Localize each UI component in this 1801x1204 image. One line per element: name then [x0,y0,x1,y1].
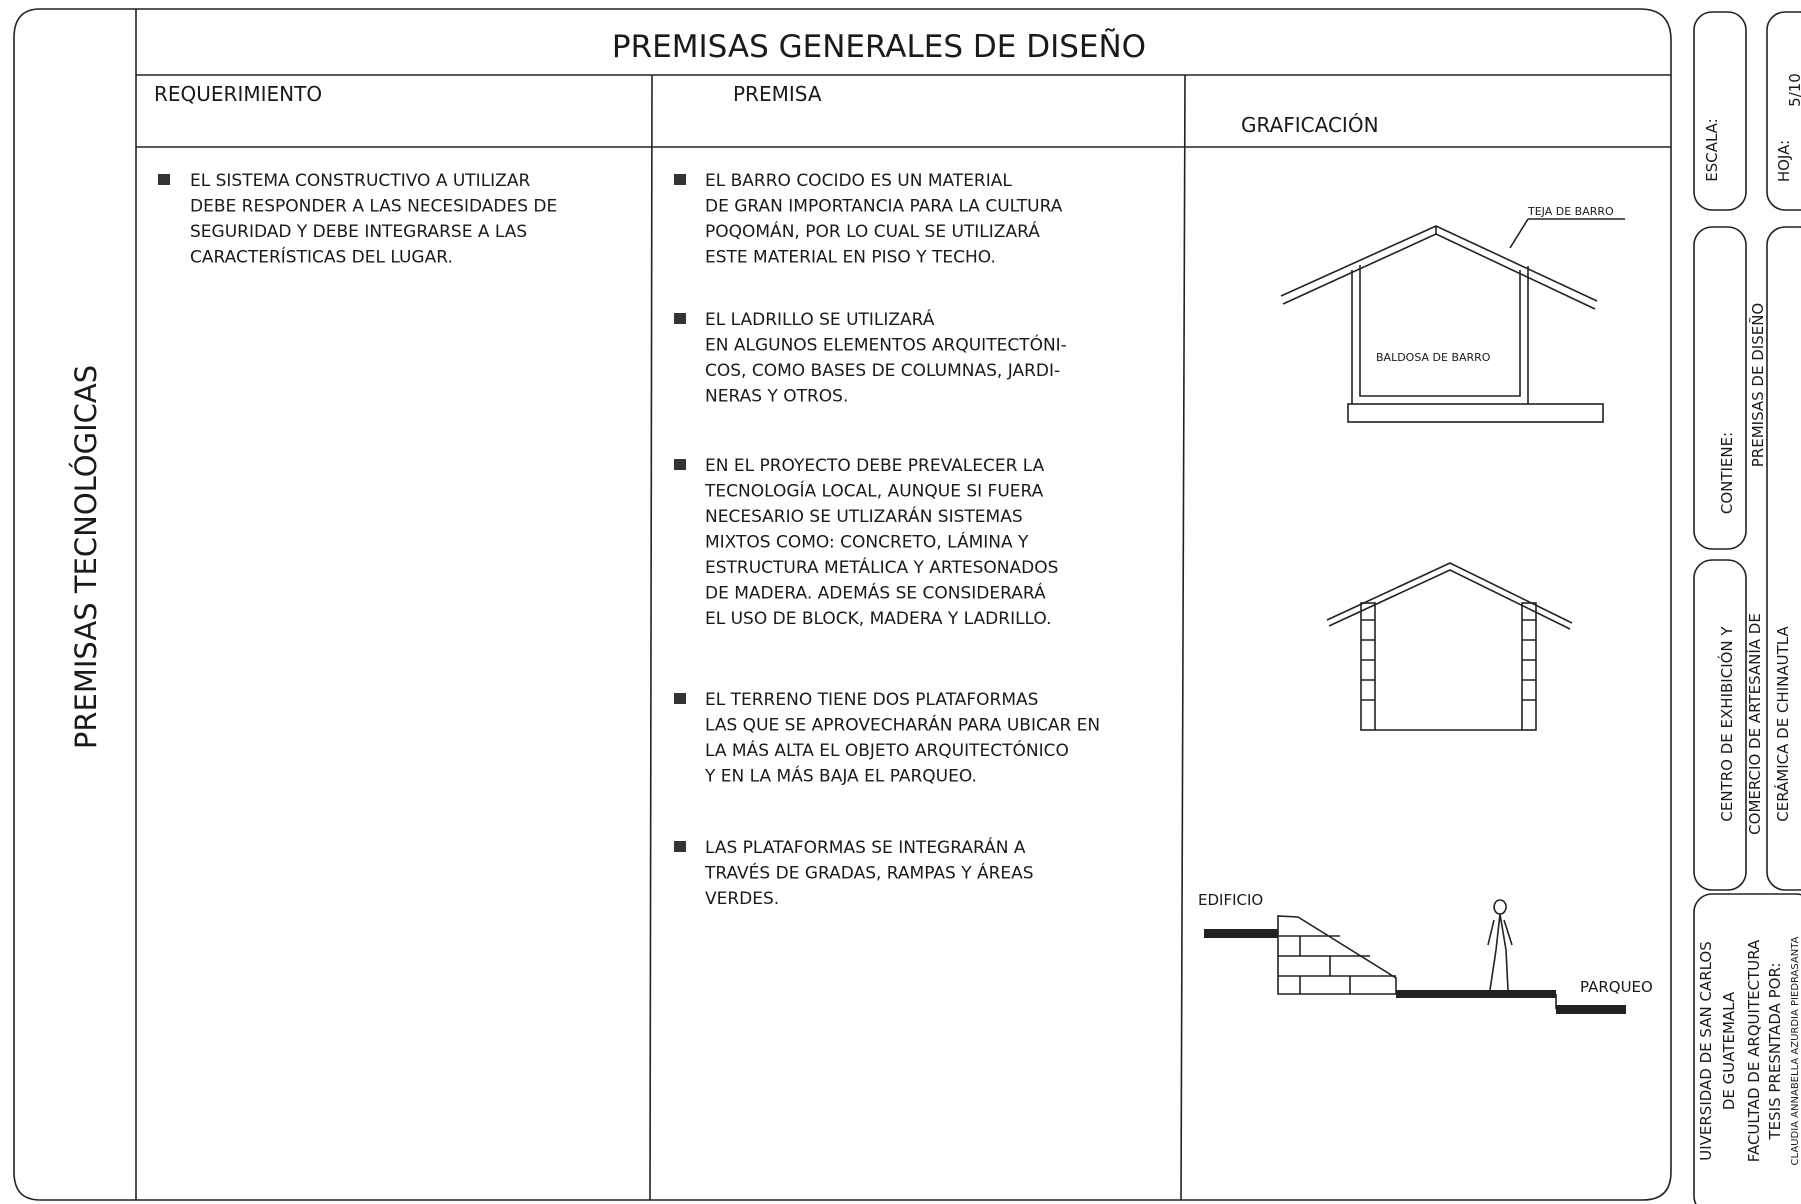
bullet [674,174,686,185]
divider [1180,74,1186,1201]
text-line: EL TERRENO TIENE DOS PLATAFORMAS [705,690,1038,710]
text-line: TECNOLOGÍA LOCAL, AUNQUE SI FUERA [704,480,1044,502]
contains-label: CONTIENE: [1718,432,1736,514]
text-line: EN EL PROYECTO DEBE PREVALECER LA [705,456,1045,476]
side-label: PREMISAS TECNOLÓGICAS [69,365,103,749]
title-block-text: CENTRO DE EXHIBICIÓN Y [1717,626,1736,822]
column-header: PREMISA [733,82,822,106]
bullet [674,313,686,324]
drawing-label: BALDOSA DE BARRO [1376,351,1491,364]
text-line: ESTE MATERIAL EN PISO Y TECHO. [705,248,996,268]
house-elevation [1326,562,1573,731]
bullet [674,459,686,470]
divider [649,74,653,1201]
text-line: NERAS Y OTROS. [705,387,848,407]
panel [1766,11,1801,211]
bullet [674,693,686,704]
panel [1693,11,1747,211]
panel [1693,226,1747,550]
text-line: COS, COMO BASES DE COLUMNAS, JARDI- [705,361,1060,381]
platform-section [1204,899,1626,1014]
text-line: EL USO DE BLOCK, MADERA Y LADRILLO. [705,609,1052,629]
text-line: EL BARRO COCIDO ES UN MATERIAL [705,171,1012,191]
text-line: EN ALGUNOS ELEMENTOS ARQUITECTÓNI- [705,334,1067,356]
title-block-text: CLAUDIA ANNABELLA AZURDIA PIEDRASANTA [1790,936,1801,1165]
bullet [158,174,170,185]
text-line: LAS PLATAFORMAS SE INTEGRARÁN A [705,836,1026,858]
text-line: ESTRUCTURA METÁLICA Y ARTESONADOS [705,556,1058,578]
drawing-label: PARQUEO [1580,978,1653,996]
column-header: GRAFICACIÓN [1241,113,1379,137]
text-line: CARACTERÍSTICAS DEL LUGAR. [190,246,453,268]
text-line: DE MADERA. ADEMÁS SE CONSIDERARÁ [705,582,1046,604]
title-block-text: FACULTAD DE ARQUITECTURA [1745,939,1763,1162]
text-line: MIXTOS COMO: CONCRETO, LÁMINA Y [705,531,1029,553]
text-line: LA MÁS ALTA EL OBJETO ARQUITECTÓNICO [705,739,1069,761]
text-line: SEGURIDAD Y DEBE INTEGRARSE A LAS [190,222,527,242]
title-block-text: DE GUATEMALA [1720,991,1738,1110]
title: PREMISAS GENERALES DE DISEÑO [612,29,1146,65]
column-header: REQUERIMIENTO [154,82,322,106]
drawing-label: TEJA DE BARRO [1527,205,1614,218]
contents: PREMISAS DE DISEÑO [1748,303,1767,467]
panel [1693,559,1747,891]
title-block-text: TESIS PRESNTADA POR: [1766,962,1784,1140]
text-line: Y EN LA MÁS BAJA EL PARQUEO. [704,765,977,787]
title-block-text: CERÁMICA DE CHINAUTLA [1773,626,1792,822]
title-block-text: UIVERSIDAD DE SAN CARLOS [1697,941,1715,1161]
drawing-label: EDIFICIO [1198,891,1263,909]
text-line: POQOMÁN, POR LO CUAL SE UTILIZARÁ [705,220,1040,242]
text-line: DE GRAN IMPORTANCIA PARA LA CULTURA [705,197,1063,217]
title-block-text: COMERCIO DE ARTESANÍA DE [1745,613,1764,835]
main-frame [13,8,1672,1201]
text-line: EL LADRILLO SE UTILIZARÁ [705,308,935,330]
sheet-label: HOJA: [1775,140,1793,182]
house-section [1280,218,1625,423]
text-line: NECESARIO SE UTLIZARÁN SISTEMAS [705,505,1023,527]
panel [1766,226,1801,891]
text-line: TRAVÉS DE GRADAS, RAMPAS Y ÁREAS [704,862,1034,884]
text-line: DEBE RESPONDER A LAS NECESIDADES DE [190,197,557,217]
scale-label: ESCALA: [1703,118,1721,182]
text-line: VERDES. [705,889,779,909]
text-line: LAS QUE SE APROVECHARÁN PARA UBICAR EN [705,714,1100,736]
bullet [674,841,686,852]
sheet-number: 5/10 [1786,73,1801,107]
panel [1693,893,1801,1204]
text-line: EL SISTEMA CONSTRUCTIVO A UTILIZAR [190,171,530,191]
